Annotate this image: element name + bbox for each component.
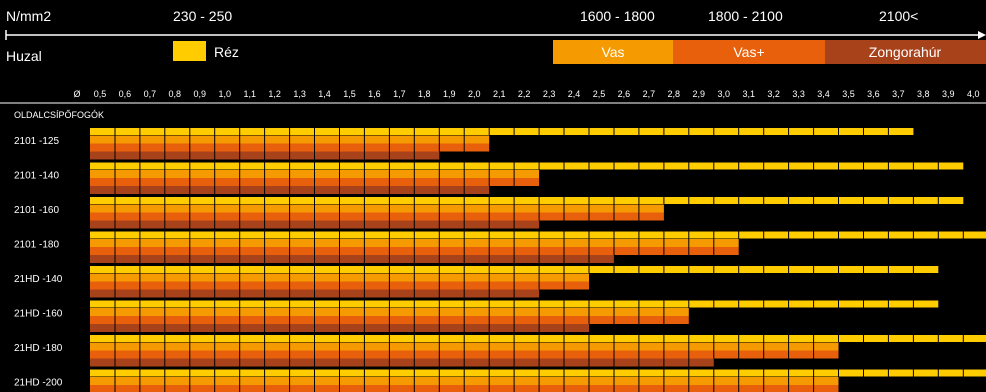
x-tick-label: 1,2 <box>268 89 281 99</box>
strength-range-vasplus: 1800 - 2100 <box>708 8 783 24</box>
x-tick-label: 3,8 <box>917 89 930 99</box>
x-tick-label: 0,8 <box>169 89 182 99</box>
legend-label-vas: Vas <box>601 44 624 60</box>
bar-r-z <box>90 231 986 239</box>
group-label: OLDALCSÍPŐFOGÓK <box>14 110 104 120</box>
row-label: 21HD -200 <box>14 378 63 389</box>
legend-band-vas <box>553 40 673 64</box>
bar-r-z <box>90 128 914 135</box>
x-tick-label: 3,2 <box>767 89 780 99</box>
diameter-symbol: Ø <box>73 89 80 99</box>
x-tick-label: 0,9 <box>194 89 207 99</box>
unit-label: N/mm2 <box>6 8 51 24</box>
x-tick-label: 1,4 <box>318 89 331 99</box>
x-tick-label: 2,4 <box>568 89 581 99</box>
x-tick-label: 1,7 <box>393 89 406 99</box>
x-tick-label: 1,8 <box>418 89 431 99</box>
bar-vas <box>90 204 664 213</box>
bar-zongorah-r <box>90 358 714 367</box>
row-label: 2101 -140 <box>14 171 59 182</box>
x-tick-label: 1,3 <box>293 89 306 99</box>
legend-swatch-copper <box>173 41 206 61</box>
row-label: 21HD -140 <box>14 274 63 285</box>
x-tick-label: 1,9 <box>443 89 456 99</box>
legend: Réz Vas Vas+ Zongorahúr <box>173 40 986 64</box>
x-tick-label: 2,2 <box>518 89 531 99</box>
bar-r-z <box>90 197 964 204</box>
x-tick-label: 2,1 <box>493 89 506 99</box>
x-tick-label: 1,0 <box>218 89 231 99</box>
x-tick-label: 3,1 <box>742 89 755 99</box>
x-tick-label: 4,0 <box>967 89 980 99</box>
legend-band-zongorahur <box>825 40 986 64</box>
x-tick-label: 1,5 <box>343 89 356 99</box>
x-tick-label: 3,3 <box>792 89 805 99</box>
bar-r-z <box>90 335 986 342</box>
x-tick-label: 3,5 <box>842 89 855 99</box>
x-tick-label: 2,5 <box>593 89 606 99</box>
row-label: 21HD -160 <box>14 309 63 320</box>
x-tick-label: 1,1 <box>243 89 256 99</box>
x-tick-label: 2,6 <box>618 89 631 99</box>
strength-scale-arrow <box>5 30 986 40</box>
strength-range-copper: 230 - 250 <box>173 8 232 24</box>
bar-vas- <box>90 212 664 221</box>
x-tick-label: 3,9 <box>942 89 955 99</box>
legend-label-vasplus: Vas+ <box>733 44 764 60</box>
x-tick-label: 2,3 <box>543 89 556 99</box>
x-axis-ticks: 0,5 0,6 0,7 0,8 0,9 1,0 1,1 1,2 1,3 1,4 1,5 1,6 1,7 1… <box>94 89 980 99</box>
row-label: 21HD -180 <box>14 343 63 354</box>
x-tick-label: 0,7 <box>144 89 157 99</box>
x-tick-label: 3,4 <box>817 89 830 99</box>
legend-band-vasplus <box>673 40 825 64</box>
x-tick-label: 2,9 <box>693 89 706 99</box>
x-tick-label: 0,5 <box>94 89 107 99</box>
bar-r-z <box>90 369 986 377</box>
strength-range-zongorahur: 2100< <box>879 8 918 24</box>
x-tick-label: 0,6 <box>119 89 132 99</box>
x-tick-label: 2,0 <box>468 89 481 99</box>
wire-label: Huzal <box>6 48 42 64</box>
strength-range-vas: 1600 - 1800 <box>580 8 655 24</box>
row-label: 2101 -180 <box>14 240 59 251</box>
legend-label-zongorahur: Zongorahúr <box>869 44 942 60</box>
legend-label-copper: Réz <box>214 44 239 60</box>
x-tick-label: 2,7 <box>643 89 656 99</box>
row-label: 2101 -125 <box>14 136 59 147</box>
bar-r-z <box>90 162 964 170</box>
chart-rows: 2101 -125 2101 -140 2101 -160 2101 -180 21HD… <box>14 128 986 392</box>
x-tick-label: 3,0 <box>717 89 730 99</box>
x-tick-label: 2,8 <box>668 89 681 99</box>
x-tick-label: 3,6 <box>867 89 880 99</box>
x-tick-label: 1,6 <box>368 89 381 99</box>
x-tick-label: 3,7 <box>892 89 905 99</box>
row-label: 2101 -160 <box>14 205 59 216</box>
bar-zongorah-r <box>90 255 614 263</box>
